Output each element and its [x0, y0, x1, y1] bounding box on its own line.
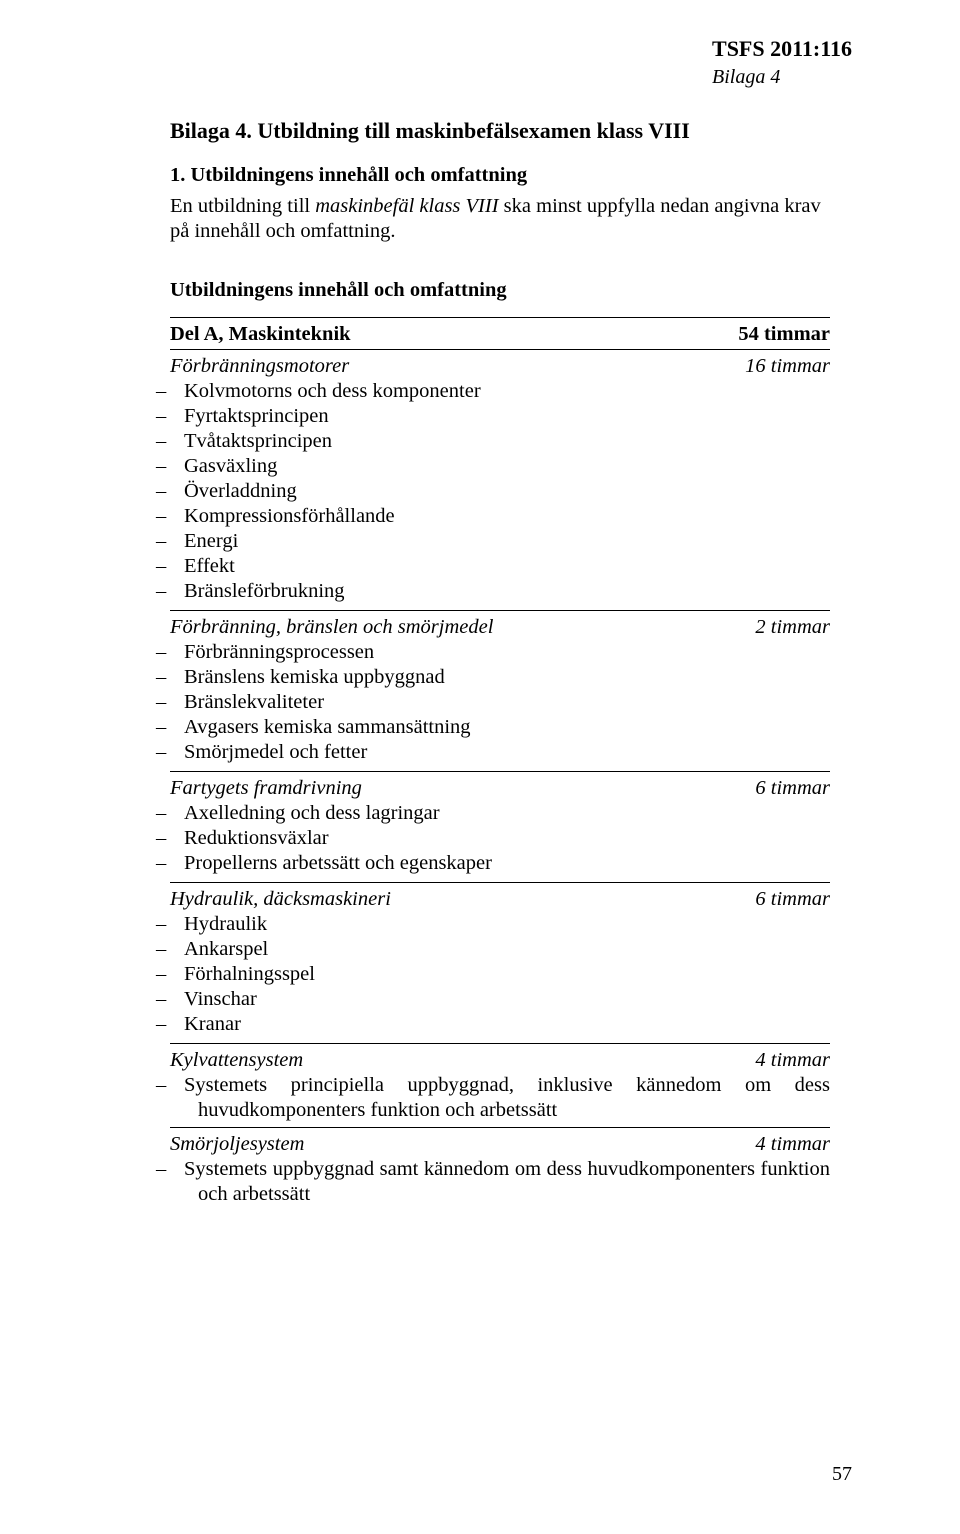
page: TSFS 2011:116 Bilaga 4 Bilaga 4. Utbildn… [0, 0, 960, 1534]
group-hours: 2 timmar [755, 615, 830, 640]
intro-paragraph: En utbildning till maskinbefäl klass VII… [170, 194, 830, 244]
list-item: Effekt [170, 554, 830, 579]
list-item: Bränslekvaliteter [170, 690, 830, 715]
doc-code: TSFS 2011:116 [712, 36, 852, 63]
doc-bilaga: Bilaga 4 [712, 65, 852, 89]
group-para: Systemets principiella uppbyggnad, inklu… [170, 1073, 830, 1123]
list-item: Avgasers kemiska sammansättning [170, 715, 830, 740]
del-a-row: Del A, Maskinteknik 54 timmar [170, 318, 830, 349]
list-item: Ankarspel [170, 937, 830, 962]
group-title: Förbränningsmotorer [170, 354, 349, 379]
list-item: Bränsleförbrukning [170, 579, 830, 604]
intro-em: maskinbefäl klass VIII [315, 195, 498, 217]
intro-pre: En utbildning till [170, 195, 315, 217]
list-item: Smörjmedel och fetter [170, 740, 830, 765]
group-head: Förbränningsmotorer 16 timmar [170, 350, 830, 379]
group-hours: 16 timmar [745, 354, 830, 379]
list-item: Reduktionsväxlar [170, 826, 830, 851]
list-item: Energi [170, 529, 830, 554]
list-item: Kolvmotorns och dess komponenter [170, 379, 830, 404]
list-item: Bränslens kemiska uppbyggnad [170, 665, 830, 690]
group-items: Hydraulik Ankarspel Förhalningsspel Vins… [170, 912, 830, 1037]
list-item: Förbränningsprocessen [170, 640, 830, 665]
list-item: Hydraulik [170, 912, 830, 937]
list-item: Axelledning och dess lagringar [170, 801, 830, 826]
list-item: Kranar [170, 1012, 830, 1037]
group-title: Kylvattensystem [170, 1048, 303, 1073]
group-title: Hydraulik, däcksmaskineri [170, 887, 391, 912]
uio-heading: Utbildningens innehåll och omfattning [170, 278, 830, 303]
list-item: Gasväxling [170, 454, 830, 479]
group-title: Smörjoljesystem [170, 1132, 304, 1157]
del-a-label: Del A, Maskinteknik [170, 322, 351, 347]
group-title: Fartygets framdrivning [170, 776, 362, 801]
group-head: Fartygets framdrivning 6 timmar [170, 772, 830, 801]
group-hours: 6 timmar [755, 887, 830, 912]
group-items: Kolvmotorns och dess komponenter Fyrtakt… [170, 379, 830, 604]
section-1-heading: 1. Utbildningens innehåll och omfattning [170, 163, 830, 188]
header-right: TSFS 2011:116 Bilaga 4 [712, 36, 852, 89]
list-item: Förhalningsspel [170, 962, 830, 987]
group-head: Kylvattensystem 4 timmar [170, 1044, 830, 1073]
para-item: Systemets uppbyggnad samt kännedom om de… [170, 1157, 830, 1207]
page-title: Bilaga 4. Utbildning till maskinbefälsex… [170, 118, 830, 145]
group-hours: 4 timmar [755, 1132, 830, 1157]
group-items: Förbränningsprocessen Bränslens kemiska … [170, 640, 830, 765]
list-item: Överladdning [170, 479, 830, 504]
group-hours: 4 timmar [755, 1048, 830, 1073]
del-a-hours: 54 timmar [738, 322, 830, 347]
group-head: Smörjoljesystem 4 timmar [170, 1128, 830, 1157]
group-para: Systemets uppbyggnad samt kännedom om de… [170, 1157, 830, 1207]
list-item: Propellerns arbetssätt och egenskaper [170, 851, 830, 876]
page-number: 57 [832, 1462, 852, 1486]
list-item: Kompressionsförhållande [170, 504, 830, 529]
group-hours: 6 timmar [755, 776, 830, 801]
list-item: Fyrtaktsprincipen [170, 404, 830, 429]
list-item: Vinschar [170, 987, 830, 1012]
group-items: Axelledning och dess lagringar Reduktion… [170, 801, 830, 876]
group-head: Hydraulik, däcksmaskineri 6 timmar [170, 883, 830, 912]
list-item: Tvåtaktsprincipen [170, 429, 830, 454]
group-title: Förbränning, bränslen och smörjmedel [170, 615, 493, 640]
group-head: Förbränning, bränslen och smörjmedel 2 t… [170, 611, 830, 640]
para-item: Systemets principiella uppbyggnad, inklu… [170, 1073, 830, 1123]
